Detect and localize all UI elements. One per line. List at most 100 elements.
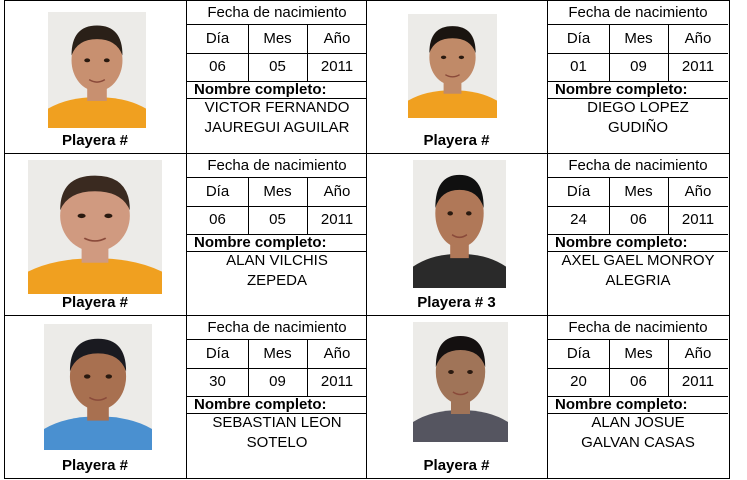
cell-border — [187, 81, 367, 82]
month-header: Mes — [263, 183, 292, 200]
birth-info: Fecha de nacimiento Día Mes Año 30 09 2011 Nomb… — [187, 315, 368, 478]
cell-border — [248, 53, 249, 81]
cell-border — [609, 206, 610, 234]
day-header: Día — [205, 183, 230, 200]
cell-border — [187, 234, 367, 235]
day-header: Día — [566, 30, 591, 47]
full-name-label: Nombre completo: — [194, 396, 327, 413]
birth-month: 06 — [630, 211, 647, 228]
cell-border — [548, 98, 728, 99]
cell-border — [668, 206, 669, 234]
birthdate-header: Fecha de nacimiento — [207, 4, 347, 21]
birth-year: 2011 — [320, 373, 354, 390]
cell-border — [609, 24, 610, 53]
column-border — [366, 0, 367, 479]
cell-border — [248, 339, 249, 368]
cell-border — [187, 53, 367, 54]
month-header: Mes — [263, 345, 292, 362]
cell-border — [609, 368, 610, 396]
cell-border — [548, 251, 728, 252]
player-photo — [413, 160, 506, 288]
player-photo — [48, 12, 146, 128]
year-header: Año — [684, 30, 712, 47]
full-name-label: Nombre completo: — [194, 234, 327, 251]
cell-border — [248, 368, 249, 396]
cell-border — [668, 53, 669, 81]
full-name-line-2: SOTELO — [246, 434, 308, 451]
birth-year: 2011 — [681, 211, 715, 228]
cell-border — [248, 177, 249, 206]
year-header: Año — [323, 345, 351, 362]
cell-border — [548, 81, 728, 82]
month-header: Mes — [624, 30, 653, 47]
full-name-line-1: AXEL GAEL MONROY — [561, 252, 715, 269]
column-border — [729, 0, 730, 479]
cell-border — [668, 368, 669, 396]
year-header: Año — [323, 183, 351, 200]
cell-border — [548, 177, 728, 178]
birthdate-header: Fecha de nacimiento — [207, 157, 347, 174]
jersey-number-label: Playera # 3 — [417, 294, 496, 311]
birth-year: 2011 — [681, 58, 715, 75]
birth-day: 20 — [570, 373, 587, 390]
cell-border — [187, 396, 367, 397]
birth-info: Fecha de nacimiento Día Mes Año 01 09 2011 Nomb… — [548, 0, 729, 153]
row-border — [4, 0, 730, 1]
cell-border — [187, 206, 367, 207]
day-header: Día — [566, 345, 591, 362]
cell-border — [187, 24, 367, 25]
full-name-label: Nombre completo: — [555, 81, 688, 98]
cell-border — [609, 53, 610, 81]
cell-border — [187, 177, 367, 178]
full-name-line-1: VICTOR FERNANDO — [204, 99, 350, 116]
month-header: Mes — [624, 345, 653, 362]
birth-info: Fecha de nacimiento Día Mes Año 06 05 2011 Nomb… — [187, 0, 368, 153]
birth-info: Fecha de nacimiento Día Mes Año 20 06 2011 Nomb… — [548, 315, 729, 478]
year-header: Año — [684, 183, 712, 200]
jersey-number-label: Playera # — [423, 132, 490, 149]
birthdate-header: Fecha de nacimiento — [568, 157, 708, 174]
birth-month: 05 — [269, 211, 286, 228]
cell-border — [187, 368, 367, 369]
cell-border — [307, 177, 308, 206]
day-header: Día — [566, 183, 591, 200]
cell-border — [548, 53, 728, 54]
cell-border — [187, 339, 367, 340]
jersey-number-label: Playera # — [423, 457, 490, 474]
player-photo — [44, 324, 152, 450]
year-header: Año — [323, 30, 351, 47]
day-header: Día — [205, 30, 230, 47]
birth-info: Fecha de nacimiento Día Mes Año 24 06 2011 Nomb… — [548, 153, 729, 315]
jersey-number-label: Playera # — [62, 294, 128, 311]
cell-border — [548, 24, 728, 25]
cell-border — [248, 24, 249, 53]
birth-year: 2011 — [320, 211, 354, 228]
birthdate-header: Fecha de nacimiento — [207, 319, 347, 336]
full-name-label: Nombre completo: — [194, 81, 327, 98]
row-border — [4, 153, 730, 154]
cell-border — [548, 206, 728, 207]
cell-border — [307, 24, 308, 53]
full-name-label: Nombre completo: — [555, 234, 688, 251]
cell-border — [609, 339, 610, 368]
jersey-number-label: Playera # — [62, 132, 128, 149]
birth-day: 30 — [209, 373, 226, 390]
cell-border — [548, 339, 728, 340]
cell-border — [548, 396, 728, 397]
cell-border — [548, 234, 728, 235]
month-header: Mes — [263, 30, 292, 47]
full-name-line-2: JAUREGUI AGUILAR — [204, 119, 350, 136]
birth-month: 05 — [269, 58, 286, 75]
month-header: Mes — [624, 183, 653, 200]
birth-month: 09 — [630, 58, 647, 75]
cell-border — [668, 339, 669, 368]
player-photo — [28, 160, 162, 294]
birth-year: 2011 — [320, 58, 354, 75]
player-photo — [408, 14, 497, 118]
birth-day: 01 — [570, 58, 587, 75]
birth-day: 06 — [209, 211, 226, 228]
birth-month: 09 — [269, 373, 286, 390]
full-name-line-2: ALEGRIA — [605, 272, 671, 289]
full-name-line-1: ALAN VILCHIS — [226, 252, 328, 269]
full-name-line-2: GALVAN CASAS — [581, 434, 695, 451]
